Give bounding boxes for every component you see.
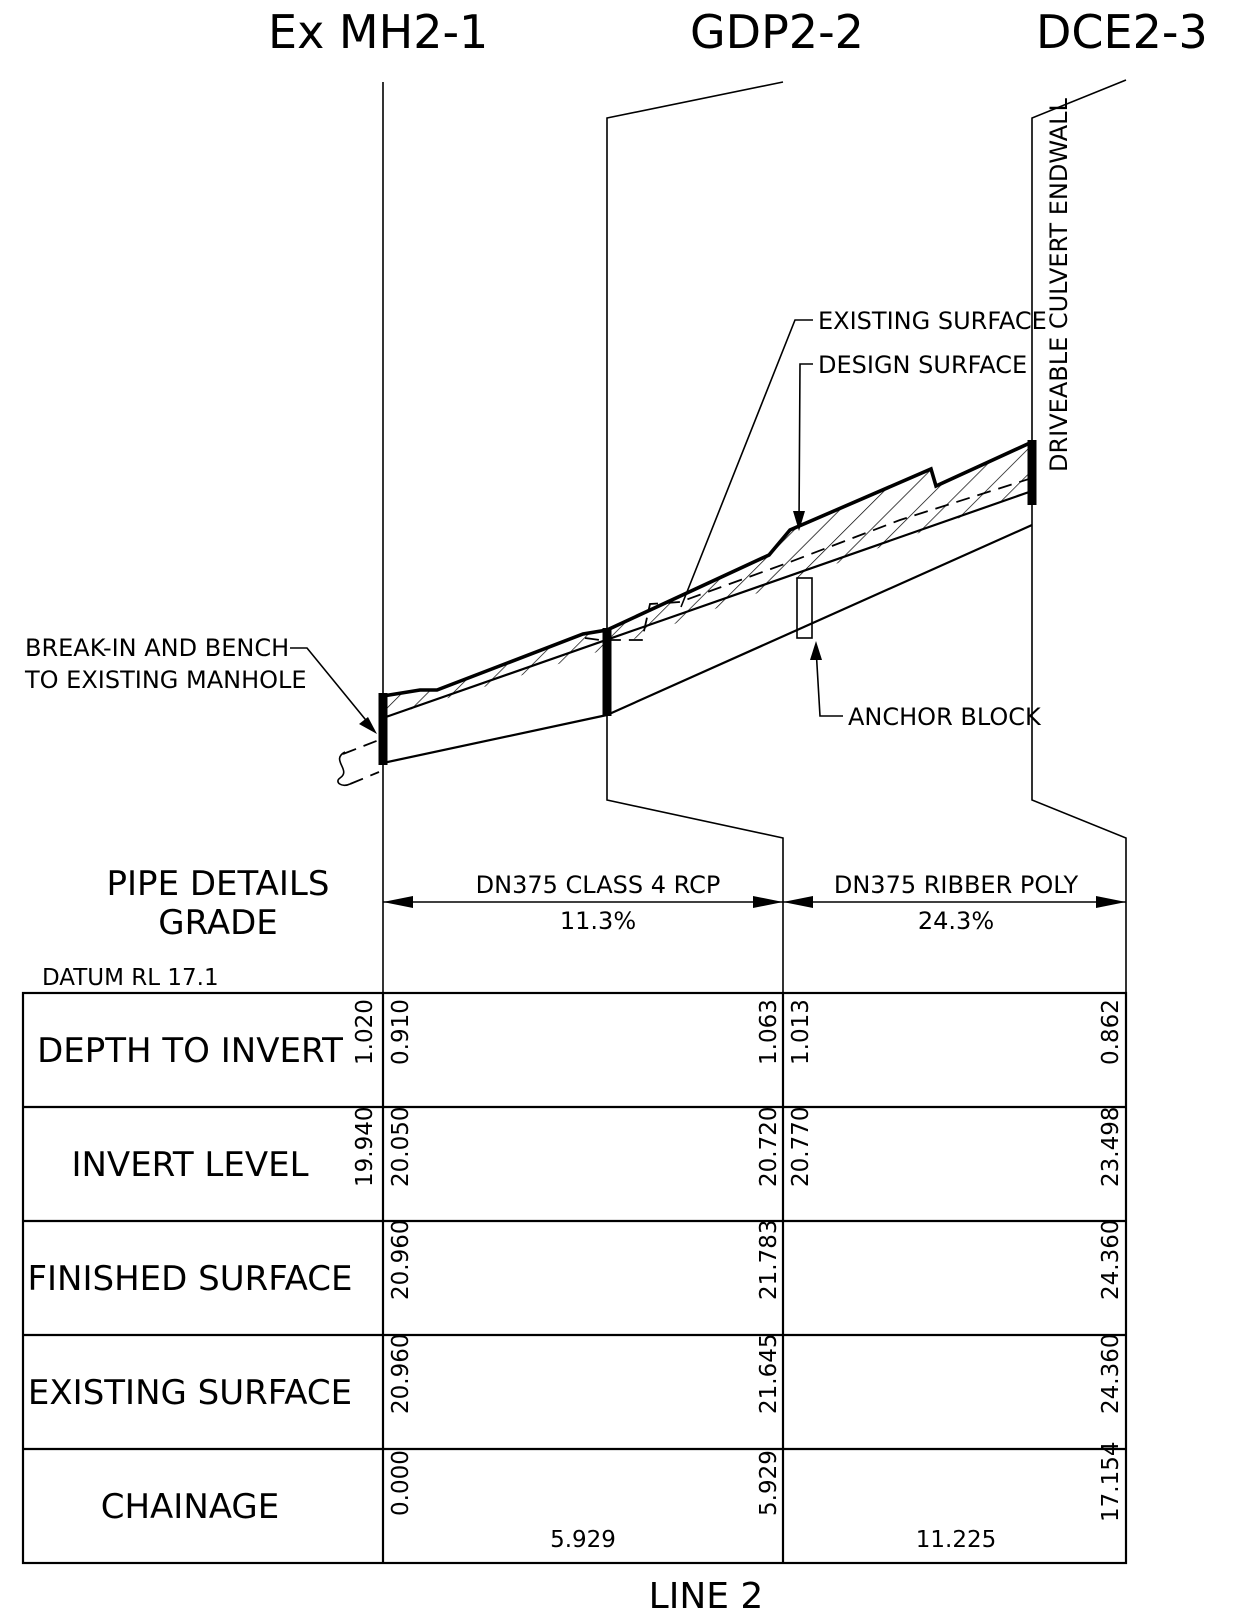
drawing-title: LINE 2 (649, 1576, 764, 1617)
existing-pipe-stub-top (342, 739, 380, 755)
dim1-arrow-left (383, 896, 413, 908)
finished-surface-s2-end: 24.360 (1098, 1220, 1124, 1300)
chainage-s2-end: 17.154 (1098, 1442, 1124, 1522)
table-frame (21, 991, 1128, 1565)
callout-break-in-line1: BREAK-IN AND BENCH (25, 634, 289, 662)
callout-leader-existing-surface (680, 319, 813, 608)
dim1-arrow-right (753, 896, 783, 908)
data-table (21, 991, 1128, 1565)
dim2-arrow-right (1096, 896, 1126, 908)
row-label-finished-surface: FINISHED SURFACE (27, 1259, 352, 1299)
pipe-invert-line (382, 713, 608, 765)
depth-to-invert-pre: 1.020 (352, 999, 378, 1065)
dim2-arrow-left (783, 896, 813, 908)
pipe-obvert-line (382, 489, 1033, 720)
invert-level-pre: 19.940 (352, 1107, 378, 1187)
segment-2-pipe: DN375 RIBBER POLY (834, 871, 1079, 899)
callout-existing-surface: EXISTING SURFACE (818, 307, 1047, 335)
break-in-arrowhead (359, 717, 377, 734)
callout-anchor-block: ANCHOR BLOCK (848, 703, 1042, 731)
row-label-chainage: CHAINAGE (101, 1487, 280, 1527)
existing-surface-s1-end: 21.645 (756, 1334, 782, 1414)
invert-level-s1-end: 20.720 (756, 1107, 782, 1187)
depth-to-invert-s1-start: 0.910 (388, 999, 414, 1065)
callout-leader-anchor-block (815, 647, 843, 717)
node-label-dce2-3: DCE2-3 (1036, 5, 1208, 59)
depth-to-invert-s2-end: 0.862 (1098, 999, 1124, 1065)
depth-to-invert-s2-start: 1.013 (788, 999, 814, 1065)
callout-leader-break-in (290, 647, 375, 731)
chainage-s1-start: 0.000 (388, 1450, 414, 1516)
callout-endwall: DRIVEABLE CULVERT ENDWALL (1045, 97, 1073, 472)
node-label-ex-mh2-1: Ex MH2-1 (268, 5, 488, 59)
segment-1-pipe: DN375 CLASS 4 RCP (476, 871, 721, 899)
depth-to-invert-s1-end: 1.063 (756, 999, 782, 1065)
segment-2-grade: 24.3% (918, 907, 994, 935)
datum-label: DATUM RL 17.1 (42, 965, 219, 991)
callout-break-in-line2: TO EXISTING MANHOLE (24, 666, 307, 694)
design-surface-arrowhead (793, 511, 805, 531)
existing-surface-s2-end: 24.360 (1098, 1334, 1124, 1414)
invert-level-s1-start: 20.050 (388, 1107, 414, 1187)
grade-title: GRADE (158, 903, 278, 943)
finished-surface-s1-end: 21.783 (756, 1220, 782, 1300)
pipe-break-symbol (337, 751, 351, 787)
node-label-gdp2-2: GDP2-2 (690, 5, 864, 59)
design-surface-line (382, 440, 1033, 698)
existing-surface-s1-start: 20.960 (388, 1334, 414, 1414)
finished-surface-s1-start: 20.960 (388, 1220, 414, 1300)
invert-level-s2-end: 23.498 (1098, 1107, 1124, 1187)
anchor-block-symbol (796, 577, 813, 639)
chainage-s2-length: 11.225 (916, 1527, 996, 1553)
row-label-depth-to-invert: DEPTH TO INVERT (37, 1031, 343, 1071)
callout-leader-design-surface (798, 363, 813, 526)
pipe-details-title: PIPE DETAILS (107, 864, 330, 904)
invert-level-s2-start: 20.770 (788, 1107, 814, 1187)
row-label-existing-surface: EXISTING SURFACE (28, 1373, 352, 1413)
chainage-s1-length: 5.929 (550, 1527, 616, 1553)
pipe-invert-line-2 (606, 523, 1033, 717)
existing-pipe-stub-bottom (349, 771, 380, 785)
row-label-invert-level: INVERT LEVEL (71, 1145, 308, 1185)
callout-design-surface: DESIGN SURFACE (818, 351, 1027, 379)
anchor-block-arrowhead (810, 641, 822, 660)
chainage-s1-end: 5.929 (756, 1450, 782, 1516)
segment-1-grade: 11.3% (560, 907, 636, 935)
